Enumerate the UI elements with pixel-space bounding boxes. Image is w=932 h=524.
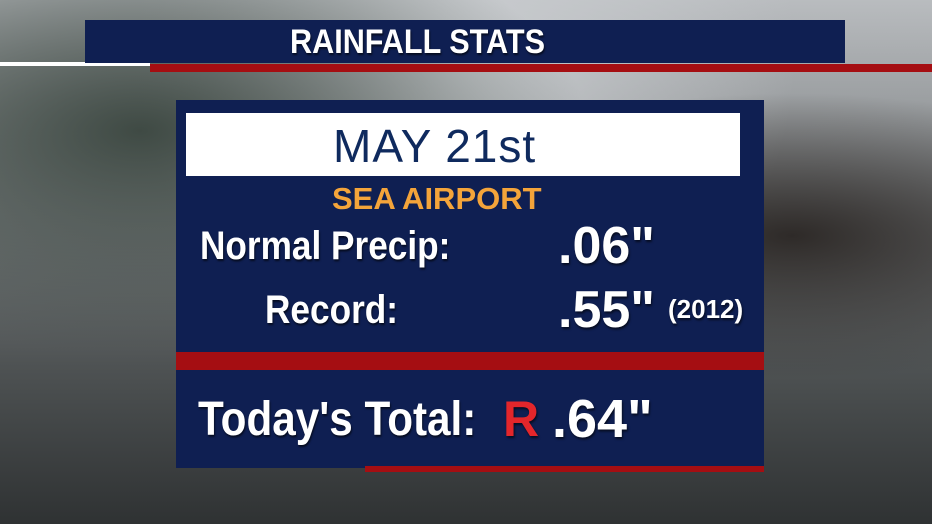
location: SEA AIRPORT [332,181,542,216]
divider [176,352,764,370]
total-flag: R [503,391,540,447]
row-label: Record: [265,288,399,332]
bottom-rule [365,466,764,472]
row-label: Normal Precip: [200,224,451,268]
row-value: .06" [558,217,655,275]
total-value: .64" [552,389,653,449]
title-underline [150,64,932,72]
row-value: .55" [558,281,655,339]
white-rule [0,62,150,66]
title-bar [85,20,845,63]
row-note: (2012) [668,294,744,324]
title: RAINFALL STATS [290,23,545,61]
date-box [186,113,740,176]
date: MAY 21st [333,120,537,172]
total-label: Today's Total: [198,393,477,446]
